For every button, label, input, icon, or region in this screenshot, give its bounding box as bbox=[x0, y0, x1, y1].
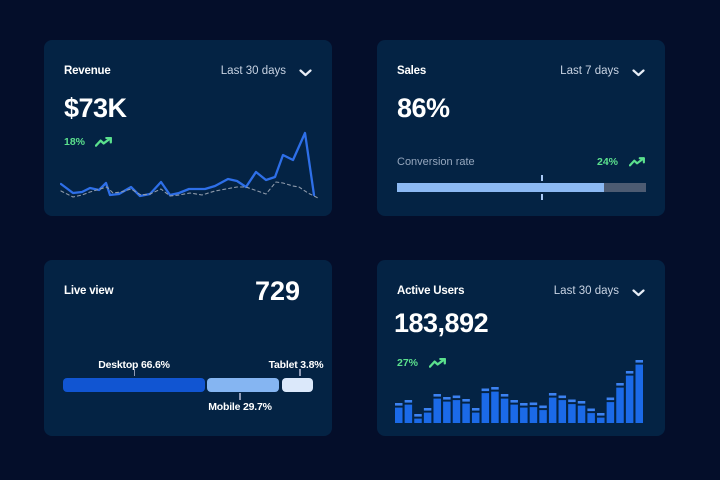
sales-range-select[interactable]: Last 7 days bbox=[560, 65, 645, 77]
sales-range-label: Last 7 days bbox=[560, 65, 619, 77]
sales-delta: 24% bbox=[597, 156, 645, 168]
device-split-bar bbox=[63, 378, 313, 392]
desktop-share-label: Desktop 66.6% bbox=[98, 359, 170, 371]
progress-target-marker bbox=[541, 175, 544, 181]
chevron-down-icon bbox=[632, 289, 645, 297]
active-users-card-title: Active Users bbox=[397, 285, 465, 297]
live-view-card: Live view 729 Desktop 66.6% Tablet 3.8% … bbox=[44, 260, 332, 436]
trending-up-icon bbox=[629, 157, 645, 167]
active-users-range-select[interactable]: Last 30 days bbox=[554, 285, 645, 297]
mobile-tick bbox=[239, 393, 241, 400]
active-users-delta: 27% bbox=[397, 357, 446, 369]
active-users-bar-chart bbox=[395, 360, 643, 423]
live-view-card-title: Live view bbox=[64, 285, 114, 297]
revenue-card-title: Revenue bbox=[64, 65, 111, 77]
revenue-range-label: Last 30 days bbox=[220, 65, 286, 77]
sales-delta-pct: 24% bbox=[596, 156, 618, 168]
segment-tablet bbox=[281, 378, 313, 392]
sales-value: 86% bbox=[397, 93, 450, 123]
sales-card-title: Sales bbox=[397, 65, 427, 77]
revenue-range-select[interactable]: Last 30 days bbox=[221, 65, 312, 77]
active-users-value: 183,892 bbox=[394, 308, 489, 338]
revenue-value: $73K bbox=[64, 93, 127, 123]
trending-up-icon bbox=[95, 137, 112, 147]
chevron-down-icon bbox=[632, 69, 645, 77]
conversion-progress-fill bbox=[397, 183, 604, 192]
revenue-card: Revenue Last 30 days $73K 18% bbox=[44, 40, 332, 216]
active-users-delta-pct: 27% bbox=[397, 357, 419, 369]
segment-desktop bbox=[63, 378, 205, 392]
chevron-down-icon bbox=[299, 69, 312, 77]
sales-card: Sales Last 7 days 86% Conversion rate 24… bbox=[377, 40, 665, 216]
segment-mobile bbox=[207, 378, 279, 392]
revenue-delta-pct: 18% bbox=[64, 136, 86, 148]
conversion-progress-bar bbox=[397, 175, 646, 200]
conversion-rate-label: Conversion rate bbox=[397, 156, 475, 168]
tablet-tick bbox=[299, 369, 301, 376]
revenue-delta: 18% bbox=[64, 136, 112, 148]
live-view-value: 729 bbox=[254, 276, 300, 306]
active-users-range-label: Last 30 days bbox=[553, 285, 619, 297]
tablet-share-label: Tablet 3.8% bbox=[268, 359, 324, 371]
active-users-card: Active Users Last 30 days 183,892 27% bbox=[377, 260, 665, 436]
progress-target-marker bbox=[541, 194, 544, 200]
trending-up-icon bbox=[429, 358, 446, 368]
mobile-share-label: Mobile 29.7% bbox=[208, 401, 272, 413]
desktop-tick bbox=[133, 369, 135, 376]
revenue-line-chart bbox=[60, 131, 319, 199]
